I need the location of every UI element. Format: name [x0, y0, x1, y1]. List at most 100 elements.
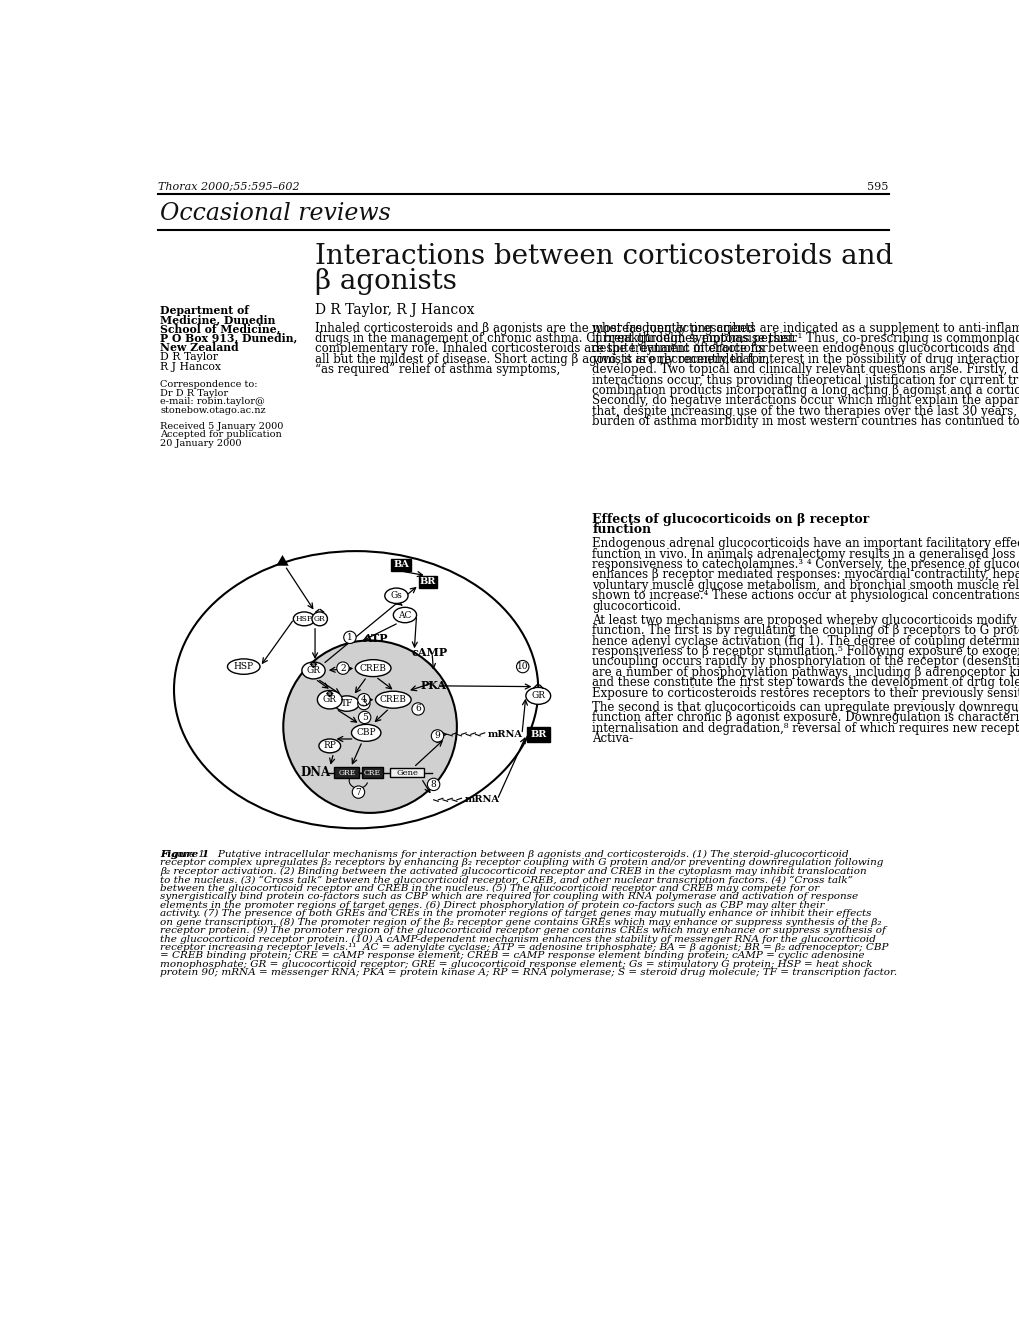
Text: complementary role. Inhaled corticosteroids are the treatment of choice for: complementary role. Inhaled corticostero…	[315, 342, 767, 355]
Text: Figure 1    Putative intracellular mechanisms for interaction between β agonists: Figure 1 Putative intracellular mechanis…	[160, 850, 848, 859]
Text: 2: 2	[339, 664, 345, 673]
Text: 6: 6	[415, 705, 421, 713]
Text: GR: GR	[306, 667, 320, 675]
Text: function after chronic β agonist exposure. Downregulation is characterised by re: function after chronic β agonist exposur…	[592, 711, 1019, 725]
Text: that, despite increasing use of the two therapies over the last 30 years, the ov: that, despite increasing use of the two …	[592, 405, 1019, 418]
Text: s: s	[312, 661, 315, 667]
Text: the glucocorticoid receptor protein. (10) A cAMP-dependent mechanism enhances th: the glucocorticoid receptor protein. (10…	[160, 935, 875, 944]
Text: are a number of phosphorylation pathways, including β adrenoceptor kinase (β-ARK: are a number of phosphorylation pathways…	[592, 665, 1019, 678]
Text: The second is that glucocorticoids can upregulate previously downregulated β rec: The second is that glucocorticoids can u…	[592, 701, 1019, 714]
Text: New Zealand: New Zealand	[160, 342, 238, 352]
Circle shape	[343, 631, 356, 644]
Text: despite dynamic interactions between endogenous glucocorticoids and catecholamin: despite dynamic interactions between end…	[592, 342, 1019, 355]
FancyBboxPatch shape	[361, 767, 383, 779]
Text: Inhaled corticosteroids and β agonists are the most frequently prescribed: Inhaled corticosteroids and β agonists a…	[315, 322, 754, 335]
Ellipse shape	[393, 607, 416, 623]
Text: synergistically bind protein co-factors such as CBP which are required for coupl: synergistically bind protein co-factors …	[160, 892, 857, 902]
Text: AC: AC	[397, 611, 412, 619]
Circle shape	[358, 697, 370, 710]
Text: CREB: CREB	[379, 696, 407, 704]
Text: D R Taylor, R J Hancox: D R Taylor, R J Hancox	[315, 304, 474, 317]
Text: ATP: ATP	[363, 634, 387, 644]
FancyBboxPatch shape	[334, 767, 359, 779]
FancyBboxPatch shape	[526, 726, 549, 742]
Text: internalisation and degradation,⁸ reversal of which requires new receptor synthe: internalisation and degradation,⁸ revers…	[592, 722, 1019, 735]
Text: 4: 4	[361, 696, 367, 704]
FancyBboxPatch shape	[390, 768, 424, 777]
Text: Medicine, Dunedin: Medicine, Dunedin	[160, 314, 275, 325]
Text: on gene transcription. (8) The promoter region of the β₂ receptor gene contains : on gene transcription. (8) The promoter …	[160, 917, 880, 927]
FancyBboxPatch shape	[419, 576, 437, 589]
Circle shape	[358, 693, 370, 706]
Text: HSP: HSP	[296, 615, 313, 623]
Text: BR: BR	[420, 577, 436, 586]
Ellipse shape	[352, 725, 380, 742]
Text: CREB: CREB	[360, 664, 386, 673]
Text: Figure 1: Figure 1	[160, 850, 209, 859]
Text: Gene: Gene	[396, 768, 418, 777]
Text: 595: 595	[866, 182, 888, 191]
Polygon shape	[276, 554, 288, 566]
Text: interactions occur, thus providing theoretical justification for current trends : interactions occur, thus providing theor…	[592, 374, 1019, 387]
Circle shape	[431, 730, 443, 742]
Text: Accepted for publication: Accepted for publication	[160, 430, 281, 440]
Text: 7: 7	[356, 788, 361, 796]
Ellipse shape	[227, 659, 260, 675]
Ellipse shape	[317, 690, 341, 709]
Text: BR: BR	[530, 730, 546, 739]
Text: function: function	[592, 524, 651, 536]
Text: 8: 8	[430, 780, 436, 789]
Text: function. The first is by regulating the coupling of β receptors to G proteins a: function. The first is by regulating the…	[592, 624, 1019, 638]
Polygon shape	[326, 689, 333, 697]
Text: Endogenous adrenal glucocorticoids have an important facilitatory effect on β re: Endogenous adrenal glucocorticoids have …	[592, 537, 1019, 550]
Text: 10: 10	[517, 663, 528, 671]
Text: Effects of glucocorticoids on β receptor: Effects of glucocorticoids on β receptor	[592, 512, 869, 525]
Text: combination products incorporating a long acting β agonist and a corticosteroid?: combination products incorporating a lon…	[592, 384, 1019, 397]
Circle shape	[358, 711, 371, 723]
Text: β agonists: β agonists	[315, 268, 457, 294]
Text: receptor increasing receptor levels.¹¹  AC = adenylate cyclase; ATP = adenosine : receptor increasing receptor levels.¹¹ A…	[160, 942, 888, 952]
Text: CBP: CBP	[356, 729, 376, 738]
Text: hence adenyl cyclase activation (fig 1). The degree of coupling determines cell: hence adenyl cyclase activation (fig 1).…	[592, 635, 1019, 648]
Text: s: s	[328, 692, 331, 696]
Circle shape	[516, 660, 529, 673]
Circle shape	[336, 663, 348, 675]
Text: receptor complex upregulates β₂ receptors by enhancing β₂ receptor coupling with: receptor complex upregulates β₂ receptor…	[160, 858, 882, 867]
Text: HSP: HSP	[233, 663, 254, 671]
Text: mRNA: mRNA	[465, 796, 499, 804]
Circle shape	[427, 779, 439, 791]
Text: mRNA: mRNA	[487, 730, 523, 739]
Text: 9: 9	[434, 731, 440, 741]
Text: whereas long acting agents are indicated as a supplement to anti-inflammatory th: whereas long acting agents are indicated…	[592, 322, 1019, 335]
Text: Thorax 2000;55:595–602: Thorax 2000;55:595–602	[158, 182, 300, 191]
Text: 5: 5	[362, 713, 367, 722]
Text: Exposure to corticosteroids restores receptors to their previously sensitised st: Exposure to corticosteroids restores rec…	[592, 686, 1019, 700]
Text: RP: RP	[323, 742, 336, 750]
Ellipse shape	[355, 660, 390, 677]
Text: responsiveness to catecholamines.³ ⁴ Conversely, the presence of glucocorticoids: responsiveness to catecholamines.³ ⁴ Con…	[592, 558, 1019, 572]
Ellipse shape	[384, 589, 408, 603]
Text: Dr D R Taylor: Dr D R Taylor	[160, 388, 228, 397]
Ellipse shape	[312, 612, 327, 626]
Text: CRE: CRE	[364, 768, 380, 777]
Polygon shape	[310, 660, 317, 668]
Text: Activa-: Activa-	[592, 733, 633, 744]
Text: stonebow.otago.ac.nz: stonebow.otago.ac.nz	[160, 405, 265, 414]
Ellipse shape	[302, 663, 325, 678]
Text: function in vivo. In animals adrenalectomy results in a generalised loss of: function in vivo. In animals adrenalecto…	[592, 548, 1019, 561]
Text: BA: BA	[392, 561, 409, 569]
Text: “as required” relief of asthma symptoms,: “as required” relief of asthma symptoms,	[315, 363, 559, 376]
Text: cAMP: cAMP	[412, 647, 447, 659]
Text: enhances β receptor mediated responses: myocardial contractility, hepatic and: enhances β receptor mediated responses: …	[592, 569, 1019, 581]
Text: School of Medicine,: School of Medicine,	[160, 323, 280, 334]
Text: responsiveness to β receptor stimulation.⁵ Following exposure to exogenous β ago: responsiveness to β receptor stimulation…	[592, 645, 1019, 659]
Text: Secondly, do negative interactions occur which might explain the apparent parado: Secondly, do negative interactions occur…	[592, 395, 1019, 408]
Text: activity. (7) The presence of both GREs and CREs in the promoter regions of targ: activity. (7) The presence of both GREs …	[160, 909, 870, 919]
Ellipse shape	[375, 692, 411, 708]
FancyBboxPatch shape	[390, 558, 411, 572]
Text: between the glucocorticoid receptor and CREB in the nucleus. (5) The glucocortic: between the glucocorticoid receptor and …	[160, 884, 818, 892]
Text: and these constitute the first step towards the development of drug tolerance.: and these constitute the first step towa…	[592, 676, 1019, 689]
Ellipse shape	[174, 552, 538, 829]
Text: TF: TF	[340, 700, 353, 708]
Text: = CREB binding protein; CRE = cAMP response element; CREB = cAMP response elemen: = CREB binding protein; CRE = cAMP respo…	[160, 952, 864, 961]
